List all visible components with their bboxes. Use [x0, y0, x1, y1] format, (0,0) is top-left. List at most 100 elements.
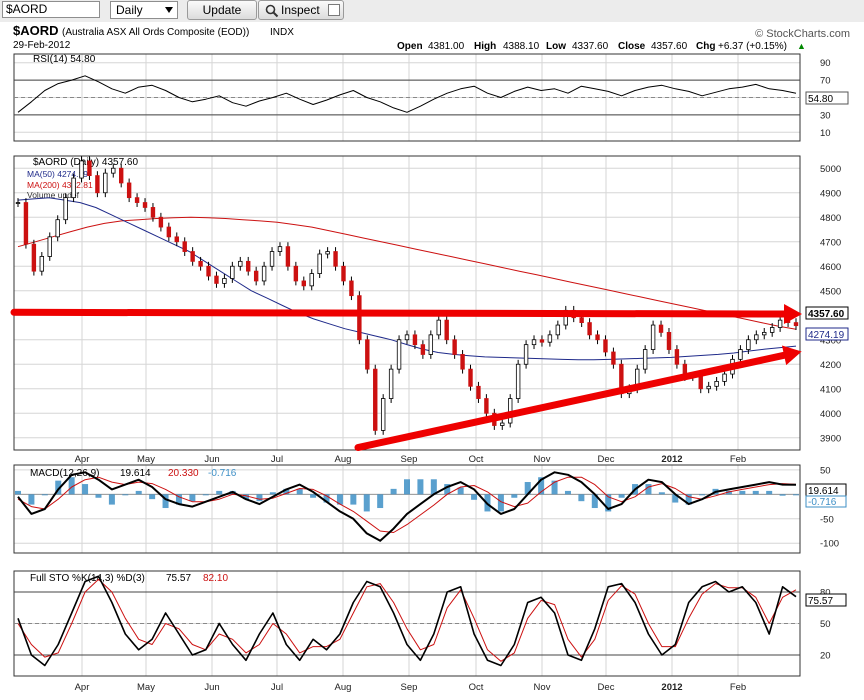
macd-hist-bar [269, 492, 276, 495]
ma50-line [17, 197, 797, 361]
period-select[interactable]: Daily [110, 1, 178, 19]
price-bar [762, 331, 767, 336]
macd-tick-label: -100 [820, 539, 839, 550]
price-bar [547, 334, 553, 343]
price-x-label: Jun [204, 454, 219, 465]
price-bar [698, 376, 703, 390]
price-bar [230, 265, 235, 279]
price-bar [365, 339, 370, 370]
price-bar [500, 422, 505, 426]
bottom-x-label: Oct [469, 682, 484, 693]
macd-tick-label: 50 [820, 465, 831, 476]
price-bar [523, 344, 529, 365]
macd-hist-bar [471, 494, 478, 500]
price-bar [349, 280, 354, 297]
macd-hist-bar [323, 494, 330, 503]
rsi-legend: RSI(14) 54.80 [33, 54, 96, 65]
close-label: Close [618, 41, 646, 52]
ma50-legend: MA(50) 4274.19 [27, 169, 88, 179]
price-bar [412, 334, 418, 346]
price-bar [134, 197, 140, 203]
sto-legend-prefix: Full STO %K(14,3) %D(3) [30, 573, 145, 584]
ma50-tag [805, 327, 849, 341]
bottom-x-label: Sep [401, 682, 418, 693]
macd-legend-prefix: MACD(12,26,9) [30, 468, 99, 479]
chevron-down-icon [165, 7, 173, 13]
macd-hist-bar [336, 494, 343, 505]
macd-hist-bar [296, 488, 303, 495]
ma200-legend: MA(200) 4342.81 [27, 180, 93, 190]
macd-hist-bar [538, 477, 545, 495]
chart-series [10, 75, 802, 667]
price-bar [285, 246, 291, 267]
price-bar [142, 202, 148, 208]
price-x-label: Feb [730, 454, 746, 465]
macd-hist-bar [417, 479, 424, 495]
price-bar [269, 251, 275, 267]
price-bar [476, 385, 481, 399]
macd-line [17, 471, 797, 542]
price-bar [666, 331, 672, 350]
price-bar [380, 398, 386, 431]
macd-hist-bar [685, 494, 692, 505]
bottom-x-label: May [137, 682, 155, 693]
macd-hist-bar [175, 494, 182, 505]
price-bar [79, 160, 84, 179]
chg-label: Chg [696, 41, 715, 52]
inspect-button[interactable]: Inspect [258, 0, 344, 20]
price-bar [63, 197, 68, 221]
price-bar [190, 251, 195, 262]
macd-hist-bar [591, 494, 598, 509]
sto-tick-label: 50 [820, 619, 831, 630]
macd-hist-bar [15, 490, 21, 495]
chart-date: 29-Feb-2012 [13, 40, 71, 51]
macd-hist-bar [524, 482, 531, 495]
inspect-checkbox[interactable] [328, 4, 340, 16]
macd-hist-bar [202, 494, 209, 496]
high-value: 4388.10 [503, 41, 540, 52]
price-bar [722, 373, 727, 382]
macd-hist-bar [578, 494, 585, 502]
bottom-x-label: Apr [75, 682, 90, 693]
macd-hist-bar [122, 494, 129, 496]
macd-hist-bar [390, 488, 397, 495]
rsi-tick-label: 10 [820, 128, 831, 139]
price-tick-label: 5000 [820, 164, 841, 175]
sto-tick-label: 80 [820, 588, 831, 599]
sto-k-tag [805, 593, 847, 607]
macd-hist-bar [350, 494, 357, 505]
price-bar [754, 334, 759, 341]
macd-hist-bar [363, 494, 370, 512]
macd-hist-bar [149, 494, 156, 500]
macd-hist-bar [310, 494, 317, 498]
rsi-tick-label: 30 [820, 110, 831, 121]
price-tick-label: 4600 [820, 262, 841, 273]
inspect-label: Inspect [281, 3, 320, 17]
price-panel-frame [13, 155, 801, 451]
hist-tag-text: -0.716 [808, 497, 837, 508]
price-bar [357, 295, 362, 341]
macd-hist-bar [793, 494, 799, 496]
price-bar [325, 251, 330, 255]
symbol-input[interactable]: $AORD [2, 1, 100, 18]
price-x-label: Dec [598, 454, 615, 465]
price-bar [55, 219, 60, 238]
sto-k-value: 75.57 [166, 573, 191, 584]
price-bar [658, 324, 664, 333]
macd-hist-bar [444, 484, 451, 495]
update-button[interactable]: Update [187, 0, 257, 20]
bottom-x-label: Aug [335, 682, 352, 693]
price-bar [317, 253, 322, 275]
macd-hist-bar [605, 494, 612, 512]
price-bar [23, 202, 29, 245]
price-bar [277, 246, 283, 252]
macd-hist-bar [551, 480, 558, 495]
macd-hist-bar [95, 494, 102, 498]
price-bar [452, 339, 457, 355]
price-bar [714, 380, 719, 387]
price-bar [444, 319, 449, 341]
price-bar [309, 273, 314, 287]
chart-symbol-name: (Australia ASX All Ords Composite (EOD)) [62, 27, 249, 38]
open-label: Open [397, 41, 423, 52]
bottom-x-label: Feb [730, 682, 746, 693]
